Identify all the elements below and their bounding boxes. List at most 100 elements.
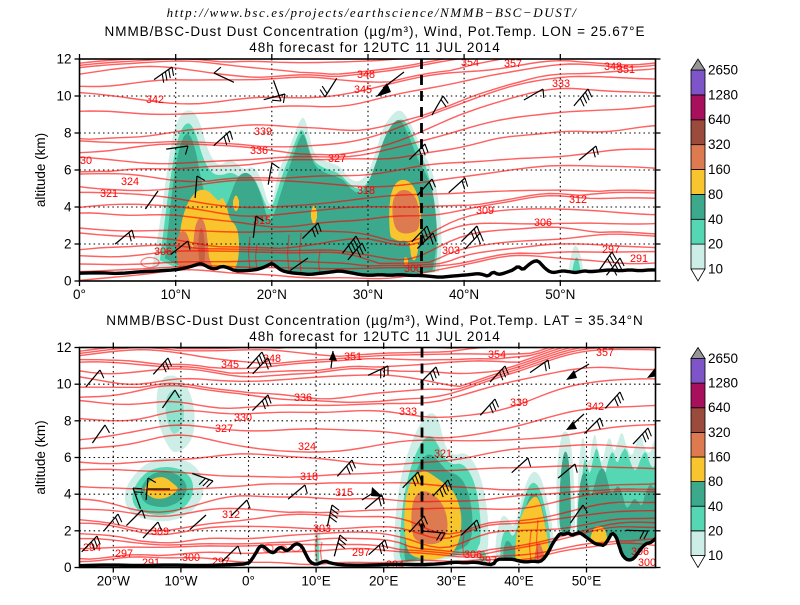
svg-text:318: 318	[357, 185, 375, 197]
svg-text:297: 297	[352, 547, 370, 559]
svg-text:312: 312	[222, 509, 240, 521]
svg-text:321: 321	[100, 188, 118, 200]
svg-text:321: 321	[434, 448, 452, 460]
svg-text:354: 354	[461, 57, 479, 69]
svg-text:8: 8	[64, 126, 72, 141]
svg-text:10: 10	[708, 548, 723, 563]
svg-text:10°E: 10°E	[301, 574, 330, 589]
svg-text:2650: 2650	[708, 351, 738, 366]
svg-text:357: 357	[596, 347, 614, 359]
svg-text:10: 10	[708, 262, 723, 277]
svg-text:40°E: 40°E	[504, 574, 533, 589]
svg-text:351: 351	[617, 64, 635, 76]
svg-text:320: 320	[708, 137, 731, 152]
svg-text:80: 80	[708, 187, 723, 202]
svg-text:10: 10	[56, 377, 71, 392]
svg-text:336: 336	[294, 392, 312, 404]
svg-text:315: 315	[253, 215, 271, 227]
svg-text:342: 342	[146, 94, 164, 106]
svg-text:300: 300	[638, 557, 656, 569]
svg-text:320: 320	[708, 425, 731, 440]
svg-text:345: 345	[221, 359, 239, 371]
svg-text:altitude (km): altitude (km)	[33, 133, 48, 207]
svg-text:309: 309	[151, 526, 169, 538]
svg-text:50°E: 50°E	[572, 574, 601, 589]
svg-text:357: 357	[504, 58, 522, 70]
svg-text:306: 306	[464, 549, 482, 561]
svg-text:327: 327	[328, 153, 346, 165]
svg-text:10°W: 10°W	[164, 574, 197, 589]
svg-text:160: 160	[708, 162, 731, 177]
svg-text:0°: 0°	[242, 574, 255, 589]
svg-text:1280: 1280	[708, 87, 738, 102]
svg-text:altitude (km): altitude (km)	[33, 420, 48, 494]
svg-text:300: 300	[404, 263, 422, 275]
svg-text:351: 351	[344, 351, 362, 363]
svg-text:0°: 0°	[73, 287, 86, 302]
svg-text:20°E: 20°E	[369, 574, 398, 589]
svg-text:4: 4	[64, 487, 72, 502]
svg-text:306: 306	[154, 246, 172, 258]
svg-text:2650: 2650	[708, 63, 738, 78]
svg-text:354: 354	[488, 349, 506, 361]
svg-text:10°N: 10°N	[161, 287, 191, 302]
svg-text:NMMB/BSC-Dust Dust Concentrati: NMMB/BSC-Dust Dust Concentration (µg/m³)…	[106, 313, 643, 328]
svg-text:12: 12	[56, 52, 71, 67]
svg-text:312: 312	[569, 194, 587, 206]
svg-text:330: 330	[234, 412, 252, 424]
svg-text:640: 640	[708, 112, 731, 127]
svg-text:315: 315	[335, 487, 353, 499]
svg-text:2: 2	[64, 237, 72, 252]
svg-text:80: 80	[708, 474, 723, 489]
svg-text:6: 6	[64, 163, 72, 178]
svg-text:324: 324	[298, 441, 316, 453]
svg-text:333: 333	[552, 78, 570, 90]
svg-text:324: 324	[121, 176, 139, 188]
svg-text:12: 12	[56, 340, 71, 355]
svg-text:297: 297	[115, 548, 133, 560]
svg-text:40: 40	[708, 212, 723, 227]
svg-text:8: 8	[64, 413, 72, 428]
svg-text:339: 339	[254, 126, 272, 138]
svg-text:4: 4	[64, 200, 72, 215]
svg-text:300: 300	[182, 552, 200, 564]
svg-text:40°N: 40°N	[449, 287, 479, 302]
svg-text:306: 306	[534, 217, 552, 229]
svg-text:10: 10	[56, 89, 71, 104]
svg-text:348: 348	[263, 353, 281, 365]
svg-text:6: 6	[64, 450, 72, 465]
svg-text:333: 333	[399, 406, 417, 418]
svg-text:20: 20	[708, 523, 723, 538]
svg-text:50°N: 50°N	[545, 287, 575, 302]
svg-text:30°E: 30°E	[437, 574, 466, 589]
svg-text:30°N: 30°N	[353, 287, 383, 302]
svg-text:336: 336	[250, 145, 268, 157]
svg-text:0: 0	[64, 274, 72, 289]
svg-text:NMMB/BSC-Dust Dust Concentrati: NMMB/BSC-Dust Dust Concentration (µg/m³)…	[105, 24, 646, 39]
svg-text:348: 348	[604, 61, 622, 73]
svg-text:20°N: 20°N	[257, 287, 287, 302]
svg-text:40: 40	[708, 499, 723, 514]
svg-text:339: 339	[510, 397, 528, 409]
svg-text:0: 0	[64, 560, 72, 575]
svg-text:345: 345	[354, 84, 372, 96]
svg-text:303: 303	[313, 523, 331, 535]
svg-text:291: 291	[630, 253, 648, 265]
svg-text:297: 297	[602, 244, 620, 256]
svg-text:48h forecast for 12UTC 11 JUL: 48h forecast for 12UTC 11 JUL 2014	[249, 40, 500, 55]
svg-text:20°W: 20°W	[97, 574, 130, 589]
svg-text:30: 30	[80, 155, 92, 167]
svg-text:318: 318	[300, 471, 318, 483]
svg-text:342: 342	[586, 401, 604, 413]
svg-text:303: 303	[442, 245, 460, 257]
svg-text:640: 640	[708, 400, 731, 415]
svg-text:160: 160	[708, 450, 731, 465]
svg-text:327: 327	[215, 423, 233, 435]
svg-text:20: 20	[708, 237, 723, 252]
svg-text:309: 309	[476, 205, 494, 217]
svg-text:1280: 1280	[708, 376, 738, 391]
svg-text:48h forecast for 12UTC 11 JUL: 48h forecast for 12UTC 11 JUL 2014	[249, 329, 500, 344]
svg-text:2: 2	[64, 523, 72, 538]
svg-text:http://www.bsc.es/projects/ear: http://www.bsc.es/projects/earthscience/…	[167, 5, 578, 20]
svg-text:348: 348	[357, 69, 375, 81]
